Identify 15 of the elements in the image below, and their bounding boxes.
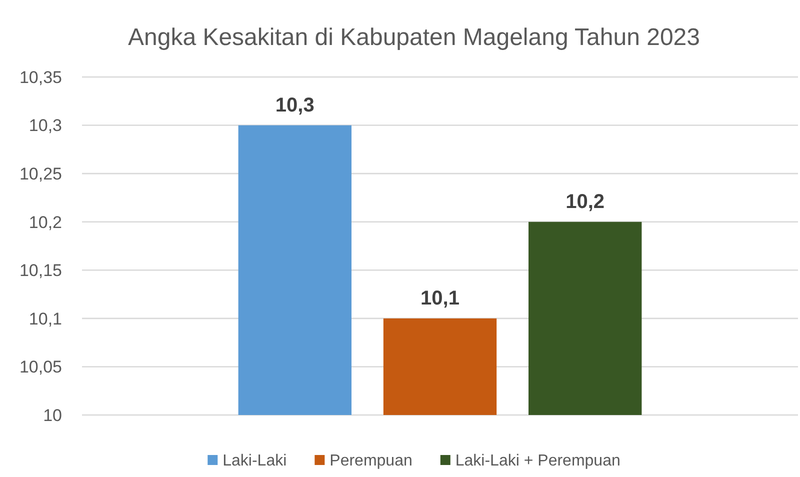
y-tick-label: 10,25	[19, 164, 62, 184]
data-label: 10,3	[275, 94, 314, 116]
data-label: 10,1	[420, 287, 460, 310]
data-label: 10,2	[566, 190, 605, 213]
y-tick-label: 10	[43, 406, 62, 425]
legend-label: Perempuan	[330, 452, 412, 470]
y-tick-label: 10,15	[19, 261, 62, 280]
y-tick-label: 10,3	[28, 116, 62, 136]
y-tick-label: 10,35	[19, 68, 62, 87]
chart-title: Angka Kesakitan di Kabupaten Magelang Tahun 2023	[128, 24, 700, 51]
legend-label: Laki-Laki	[222, 452, 287, 470]
legend-label: Laki-Laki + Perempuan	[455, 452, 620, 470]
y-tick-label: 10,05	[19, 358, 62, 377]
y-tick-label: 10,2	[28, 212, 62, 232]
y-tick-label: 10,1	[28, 309, 62, 328]
